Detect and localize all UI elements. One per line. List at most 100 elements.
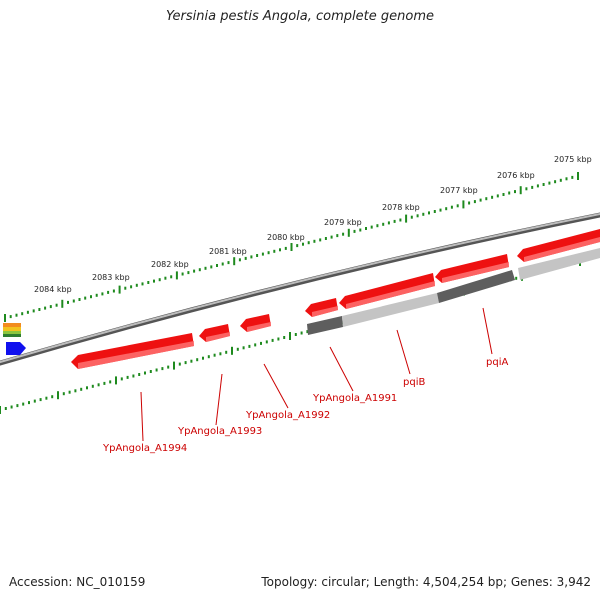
minor-tick (198, 268, 201, 272)
minor-tick (210, 265, 213, 269)
minor-tick (236, 347, 239, 351)
minor-tick (132, 374, 135, 378)
minor-tick (112, 289, 115, 293)
major-tick (290, 243, 293, 251)
minor-tick (155, 368, 158, 372)
major-tick (61, 299, 64, 308)
leader-line (396, 329, 411, 375)
gene-arrow-pqiA[interactable] (435, 254, 509, 283)
minor-tick (107, 290, 110, 294)
major-tick (289, 332, 291, 340)
minor-tick (21, 312, 24, 316)
minor-tick (468, 201, 471, 205)
scale-label: 2078 kbp (382, 203, 420, 212)
minor-tick (496, 194, 499, 198)
minor-tick (248, 344, 251, 348)
minor-tick (221, 262, 224, 266)
minor-tick (271, 338, 274, 342)
minor-tick (26, 310, 29, 314)
minor-tick (227, 261, 230, 265)
minor-tick (250, 255, 253, 259)
minor-tick (433, 210, 436, 213)
minor-tick (33, 399, 36, 403)
gene-arrow-a1991[interactable] (305, 298, 338, 317)
minor-tick (319, 238, 322, 242)
minor-tick (238, 258, 241, 262)
scale-label: 2081 kbp (209, 247, 247, 256)
minor-tick (28, 401, 30, 405)
minor-tick (300, 331, 303, 335)
minor-tick (15, 313, 18, 317)
minor-tick (103, 381, 106, 385)
minor-tick (153, 279, 155, 283)
minor-tick (284, 246, 287, 250)
minor-tick (44, 306, 47, 310)
minor-tick (164, 276, 167, 280)
minor-tick (84, 296, 87, 300)
minor-tick (202, 356, 204, 360)
accession-text: Accession: NC_010159 (9, 575, 146, 589)
map-title: Yersinia pestis Angola, complete genome (166, 9, 434, 24)
minor-tick (450, 205, 453, 209)
minor-tick (196, 358, 199, 362)
minor-tick (302, 242, 304, 246)
minor-tick (101, 292, 104, 296)
minor-tick (353, 229, 356, 233)
minor-tick (184, 361, 187, 365)
minor-tick (445, 207, 448, 211)
genome-backbone-highlight (0, 212, 600, 364)
gene-arrow-a1992[interactable] (240, 314, 271, 332)
minor-tick (307, 241, 310, 245)
minor-tick (515, 276, 518, 280)
gene-arrow-pqiB[interactable] (339, 273, 435, 309)
minor-tick (204, 266, 207, 270)
minor-tick (97, 383, 100, 387)
minor-tick (78, 298, 81, 301)
minor-tick (571, 175, 574, 179)
scale-label: 2084 kbp (34, 285, 72, 294)
minor-tick (225, 350, 228, 354)
feature-bar-light (518, 248, 600, 280)
major-tick (0, 406, 1, 414)
minor-tick (542, 183, 545, 186)
minor-tick (72, 299, 75, 303)
minor-tick (147, 281, 150, 284)
minor-tick (410, 215, 413, 219)
gene-label: YpAngola_A1991 (312, 393, 397, 404)
major-tick (4, 314, 6, 322)
leader-line (140, 391, 144, 442)
gene-label: pqiB (403, 377, 425, 388)
gene-arrow-a1993[interactable] (199, 324, 230, 342)
major-tick (173, 361, 175, 370)
major-tick (115, 376, 117, 385)
scale-label: 2079 kbp (324, 218, 362, 227)
gene-label: YpAngola_A1992 (245, 410, 330, 421)
minor-tick (565, 177, 568, 181)
minor-tick (531, 185, 534, 189)
minor-tick (167, 365, 170, 369)
minor-tick (55, 303, 58, 307)
minor-tick (187, 271, 190, 275)
minor-tick (294, 333, 297, 336)
minor-tick (120, 377, 123, 381)
minor-tick (216, 264, 218, 267)
minor-tick (67, 300, 69, 304)
minor-tick (190, 359, 193, 363)
minor-tick (161, 367, 164, 371)
minor-tick (336, 234, 339, 238)
scale-label: 2080 kbp (267, 233, 305, 242)
feature-bar-dark (307, 316, 343, 335)
gene-arrow-next[interactable] (517, 229, 600, 262)
minor-tick (32, 309, 35, 313)
gene-arrow-a1994[interactable] (71, 333, 194, 369)
minor-tick (422, 212, 425, 216)
minor-tick (439, 208, 442, 212)
minor-tick (213, 353, 216, 357)
minor-tick (86, 386, 88, 390)
major-tick (462, 200, 465, 209)
minor-tick (479, 198, 482, 202)
minor-tick (428, 211, 430, 215)
minor-tick (178, 362, 181, 366)
minor-tick (193, 269, 196, 273)
minor-tick (491, 195, 494, 199)
